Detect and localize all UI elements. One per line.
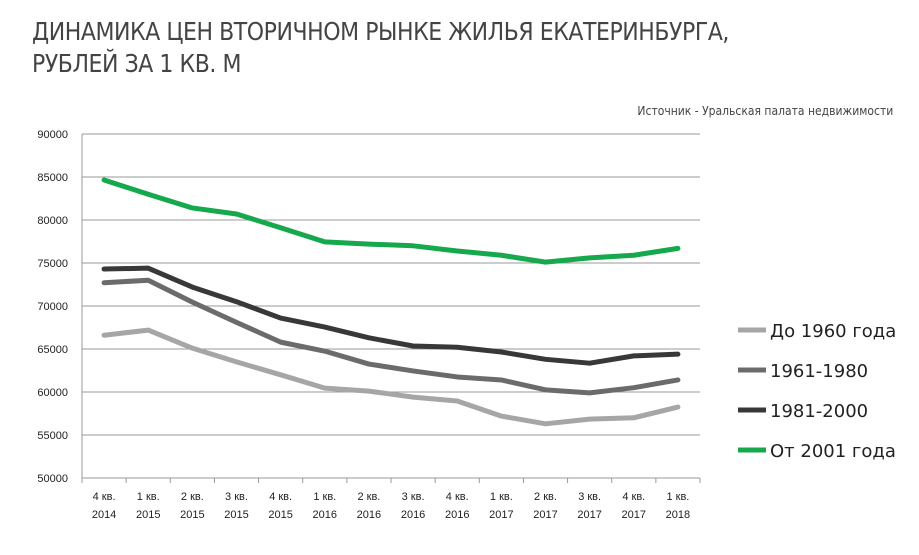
x-tick-label: 2017: [622, 509, 646, 521]
x-tick-label: 2015: [136, 509, 160, 521]
x-tick-label: 2 кв.: [357, 491, 380, 503]
legend-label: 1981-2000: [770, 401, 868, 422]
y-tick-label: 70000: [37, 301, 68, 313]
x-tick-label: 1 кв.: [137, 491, 160, 503]
x-tick-label: 2016: [313, 509, 337, 521]
y-tick-label: 90000: [37, 129, 68, 141]
y-tick-label: 65000: [37, 344, 68, 356]
x-tick-label: 2 кв.: [181, 491, 204, 503]
x-tick-label: 3 кв.: [578, 491, 601, 503]
x-tick-label: 2015: [268, 509, 292, 521]
x-tick-label: 3 кв.: [225, 491, 248, 503]
series-line-1: [101, 277, 681, 396]
x-tick-label: 4 кв.: [269, 491, 292, 503]
series-line-2: [101, 265, 681, 366]
series-line-3: [101, 177, 681, 265]
x-tick-label: 3 кв.: [402, 491, 425, 503]
x-tick-label: 4 кв.: [446, 491, 469, 503]
legend-label: От 2001 года: [770, 441, 896, 462]
chart-title-line-2: РУБЛЕЙ ЗА 1 КВ. М: [32, 49, 241, 78]
x-tick-label: 2016: [357, 509, 381, 521]
x-tick-label: 1 кв.: [490, 491, 513, 503]
y-tick-label: 75000: [37, 258, 68, 270]
x-tick-label: 2017: [577, 509, 601, 521]
y-tick-label: 60000: [37, 387, 68, 399]
x-tick-label: 1 кв.: [313, 491, 336, 503]
series-line-0: [101, 327, 681, 427]
x-tick-label: 2018: [666, 509, 690, 521]
legend-label: До 1960 года: [770, 321, 896, 342]
y-tick-label: 50000: [37, 473, 68, 485]
x-tick-label: 4 кв.: [93, 491, 116, 503]
x-tick-label: 2015: [180, 509, 204, 521]
legend-label: 1961-1980: [770, 361, 868, 382]
x-tick-label: 2016: [401, 509, 425, 521]
chart-title: ДИНАМИКА ЦЕН ВТОРИЧНОМ РЫНКЕ ЖИЛЬЯ ЕКАТЕ…: [32, 16, 729, 80]
x-tick-label: 2014: [92, 509, 116, 521]
x-tick-label: 2 кв.: [534, 491, 557, 503]
x-tick-label: 2016: [445, 509, 469, 521]
y-tick-label: 80000: [37, 215, 68, 227]
x-tick-label: 2017: [489, 509, 513, 521]
x-tick-label: 1 кв.: [666, 491, 689, 503]
x-tick-label: 2017: [533, 509, 557, 521]
chart-title-line-1: ДИНАМИКА ЦЕН ВТОРИЧНОМ РЫНКЕ ЖИЛЬЯ ЕКАТЕ…: [32, 17, 729, 46]
y-tick-label: 85000: [37, 172, 68, 184]
x-tick-label: 4 кв.: [622, 491, 645, 503]
source-note: Источник - Уральская палата недвижимости: [637, 104, 893, 118]
y-tick-label: 55000: [37, 430, 68, 442]
x-tick-label: 2015: [224, 509, 248, 521]
